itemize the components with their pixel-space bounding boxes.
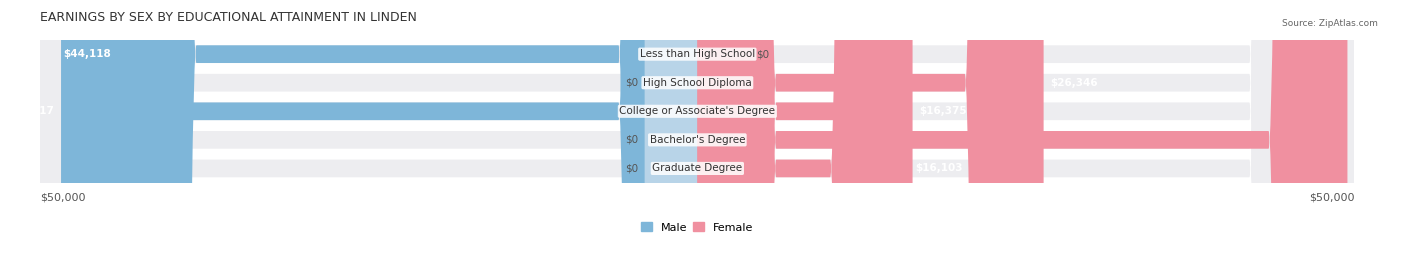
Text: Less than High School: Less than High School: [640, 49, 755, 59]
Text: High School Diploma: High School Diploma: [643, 78, 752, 88]
FancyBboxPatch shape: [41, 0, 1354, 268]
Text: Source: ZipAtlas.com: Source: ZipAtlas.com: [1282, 19, 1378, 28]
FancyBboxPatch shape: [697, 0, 749, 268]
Text: $16,103: $16,103: [915, 163, 963, 173]
Text: $48,417: $48,417: [7, 106, 55, 116]
FancyBboxPatch shape: [645, 0, 697, 268]
Text: EARNINGS BY SEX BY EDUCATIONAL ATTAINMENT IN LINDEN: EARNINGS BY SEX BY EDUCATIONAL ATTAINMEN…: [41, 11, 418, 24]
Text: $50,000: $50,000: [1309, 193, 1354, 203]
Text: Bachelor's Degree: Bachelor's Degree: [650, 135, 745, 145]
Text: Graduate Degree: Graduate Degree: [652, 163, 742, 173]
FancyBboxPatch shape: [645, 0, 697, 268]
FancyBboxPatch shape: [118, 0, 697, 268]
FancyBboxPatch shape: [60, 0, 697, 268]
Text: $49,464: $49,464: [1354, 135, 1402, 145]
Text: College or Associate's Degree: College or Associate's Degree: [620, 106, 775, 116]
FancyBboxPatch shape: [41, 0, 1354, 268]
FancyBboxPatch shape: [645, 0, 697, 268]
Text: $0: $0: [626, 163, 638, 173]
Text: $16,375: $16,375: [920, 106, 967, 116]
Legend: Male, Female: Male, Female: [637, 218, 758, 237]
FancyBboxPatch shape: [41, 0, 1354, 268]
FancyBboxPatch shape: [41, 0, 1354, 268]
FancyBboxPatch shape: [41, 0, 1354, 268]
Text: $50,000: $50,000: [41, 193, 86, 203]
Text: $44,118: $44,118: [63, 49, 111, 59]
Text: $0: $0: [756, 49, 769, 59]
FancyBboxPatch shape: [697, 0, 1043, 268]
Text: $0: $0: [626, 135, 638, 145]
FancyBboxPatch shape: [697, 0, 1347, 268]
FancyBboxPatch shape: [697, 0, 910, 268]
FancyBboxPatch shape: [697, 0, 912, 268]
Text: $26,346: $26,346: [1050, 78, 1098, 88]
Text: $0: $0: [626, 78, 638, 88]
